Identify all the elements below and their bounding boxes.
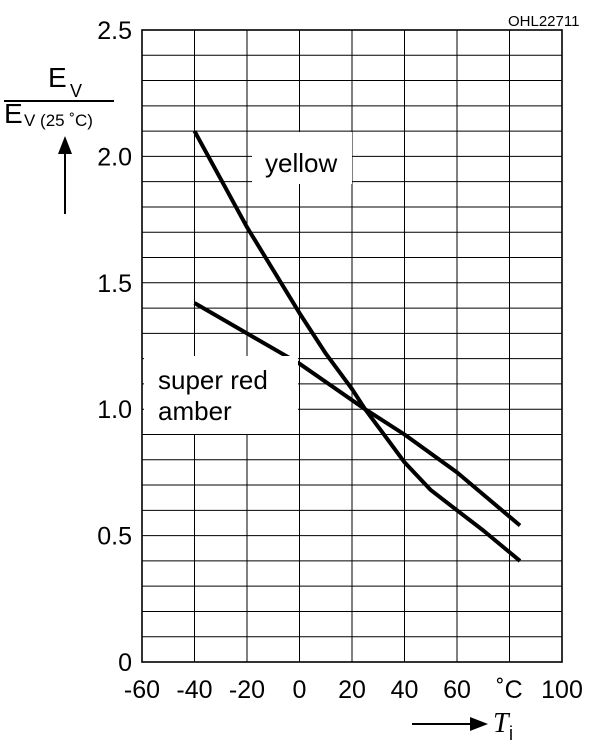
y-tick-label: 0	[118, 649, 132, 677]
y-label-denominator-subscript: V (25 ˚C)	[24, 111, 93, 130]
x-tick-label: -40	[176, 676, 212, 704]
x-label-subscript: j	[508, 723, 513, 740]
x-tick-label: -60	[124, 676, 160, 704]
x-tick-label: 40	[391, 676, 419, 704]
plot-frame	[141, 29, 563, 663]
series-line-super-red-amber	[193, 301, 522, 528]
series-label-line: amber	[158, 396, 232, 426]
x-tick-label: 0	[293, 676, 307, 704]
x-tick-label: 100	[541, 676, 583, 704]
x-tick-label: 20	[338, 676, 366, 704]
x-axis-unit-label: ˚C	[496, 676, 522, 704]
x-axis-label: T j	[412, 708, 513, 743]
y-label-numerator-main: E	[48, 62, 67, 93]
series-label-yellow: yellow	[265, 148, 337, 178]
y-tick-label: 1.5	[97, 270, 132, 298]
series-label-super-red-amber: super red amber	[158, 365, 268, 426]
y-tick-label: 2.5	[97, 17, 132, 45]
x-label-main: T	[493, 708, 511, 739]
tick-label-layer: 0 0.5 1.0 1.5 2.0 2.5 -60 -40 -20 0 20 40 60 100 ˚C	[97, 17, 583, 704]
series-line-yellow	[192, 130, 522, 563]
figure-code: OHL22711	[508, 13, 579, 30]
series-label-background-super-red-amber	[144, 356, 298, 434]
curve-layer	[192, 130, 522, 563]
x-tick-label: -20	[229, 676, 265, 704]
y-label-numerator-subscript: V	[70, 81, 82, 101]
x-tick-label: 60	[443, 676, 471, 704]
y-tick-label: 1.0	[97, 396, 132, 424]
y-tick-label: 2.0	[97, 143, 132, 171]
y-axis-arrow-head	[58, 136, 72, 154]
y-tick-label: 0.5	[97, 523, 132, 551]
x-axis-arrow-head	[470, 717, 488, 731]
series-label-background-yellow	[252, 132, 352, 184]
y-axis-label: E V E V (25 ˚C)	[4, 62, 114, 214]
series-label-line: super red	[158, 365, 268, 395]
y-label-denominator-main: E	[4, 98, 23, 129]
